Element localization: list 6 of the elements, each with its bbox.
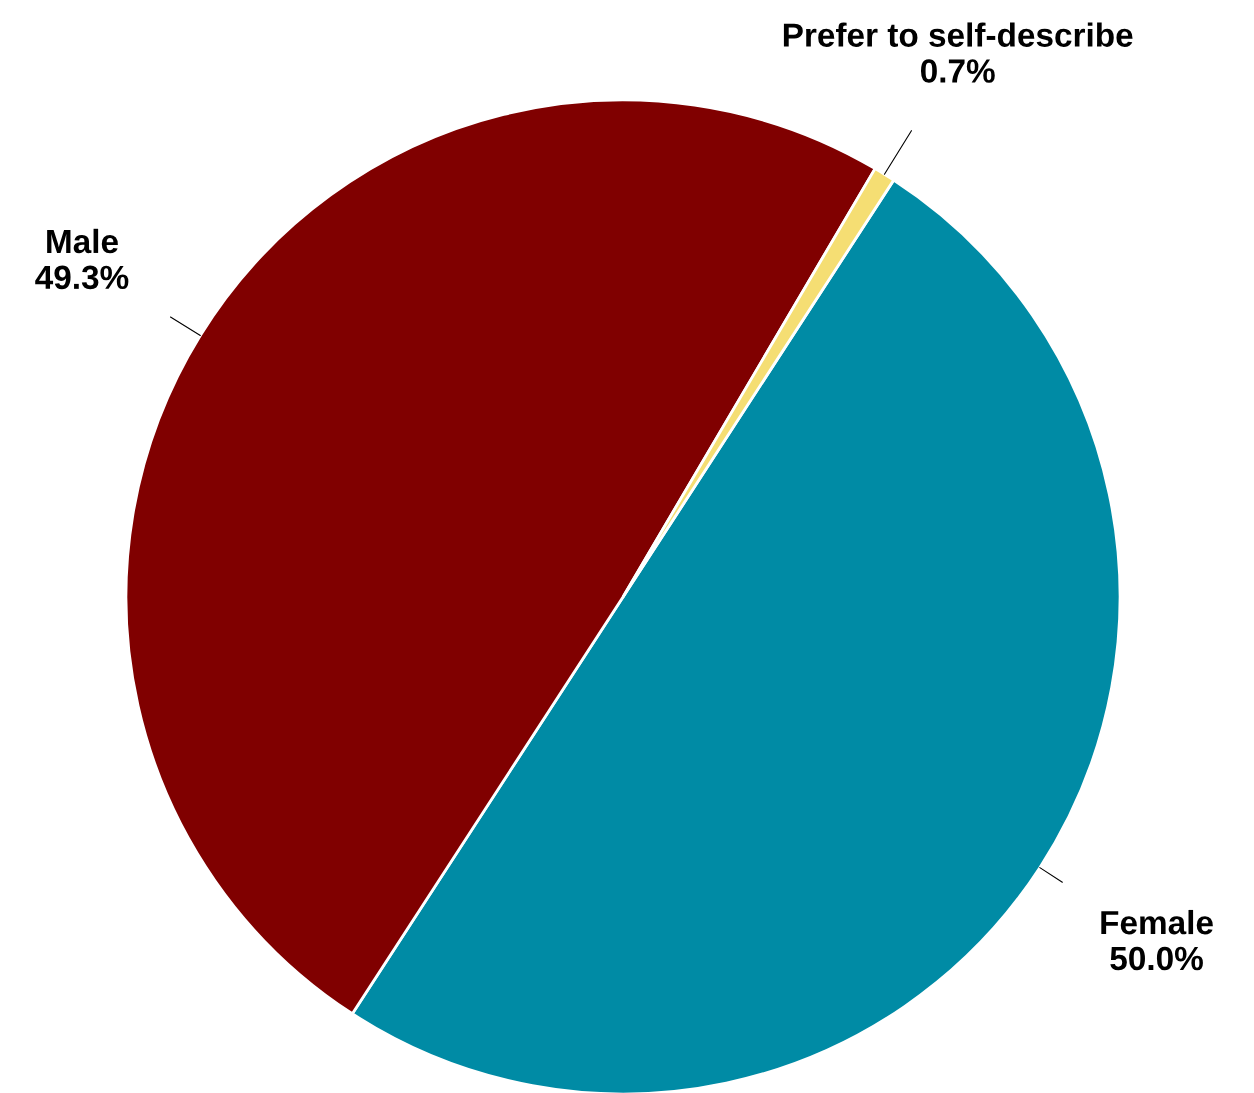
slice-label: Female (1101, 909, 1213, 935)
data-label: 50.0% (1110, 946, 1203, 971)
data-label: 0.7% (921, 59, 995, 83)
slice-label: Male (47, 228, 118, 254)
slice-label: Prefer to self-describe (783, 22, 1133, 47)
data-label: 49.3% (35, 265, 129, 290)
